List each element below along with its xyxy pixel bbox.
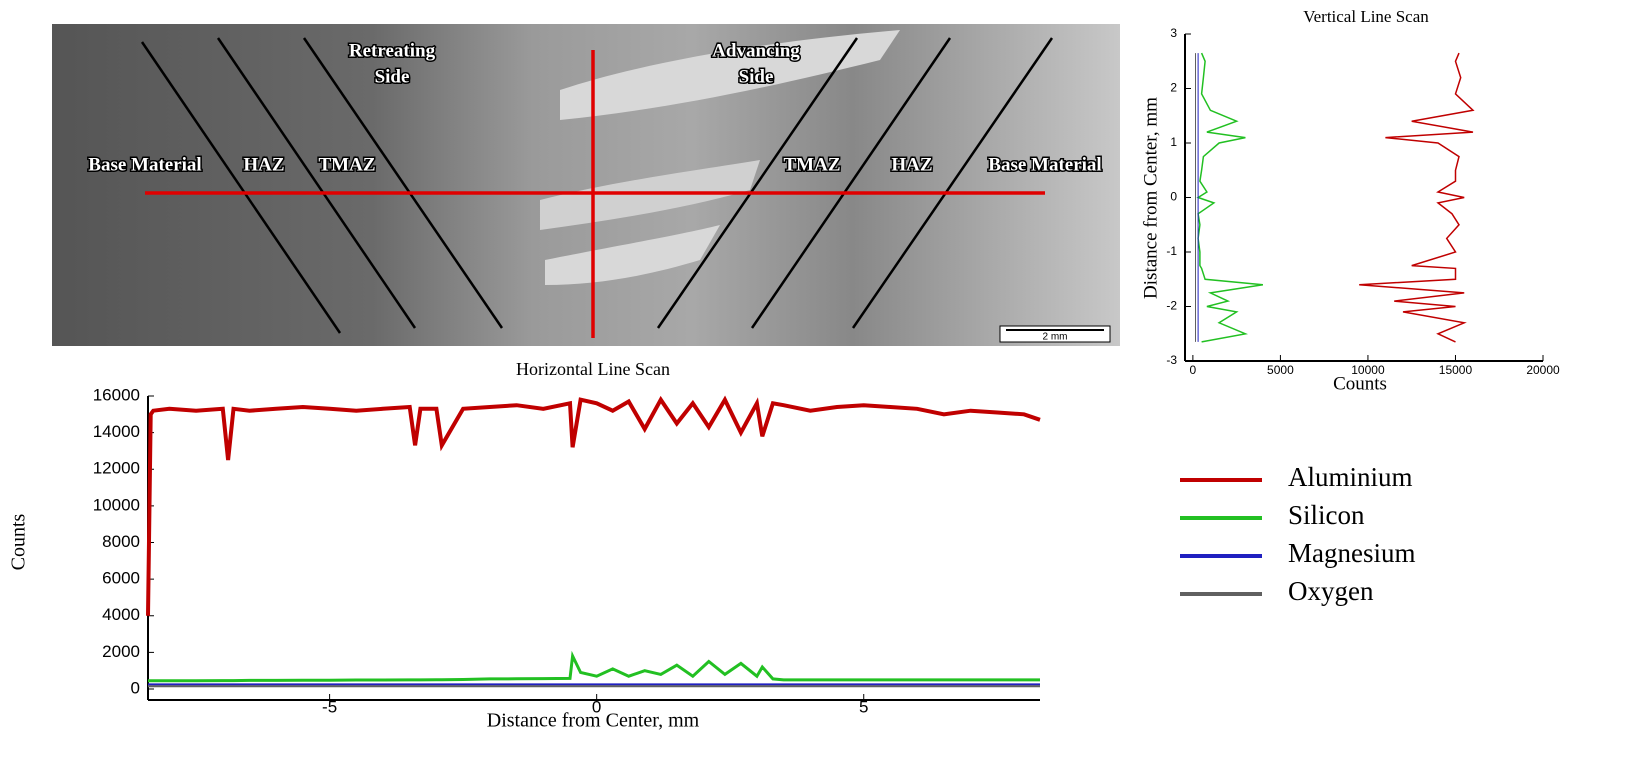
zone-lines: [140, 37, 1054, 334]
y-tick-label: 10000: [93, 495, 140, 514]
stir-band: [540, 160, 760, 230]
zone-label: Retreating: [349, 40, 436, 61]
x-tick-label: 0: [1190, 363, 1197, 377]
y-tick-label: 0: [1170, 190, 1177, 204]
y-tick-label: 1: [1170, 135, 1177, 149]
y-tick-label: 14000: [93, 422, 140, 441]
stir-band: [560, 30, 900, 120]
x-tick-label: 0: [592, 697, 601, 716]
micrograph-image: [52, 24, 1120, 346]
series-line: [148, 650, 1040, 683]
y-tick-label: 3: [1170, 26, 1177, 40]
zone-label: TMAZ: [784, 154, 841, 175]
zone-label: Advancing: [712, 40, 800, 61]
micrograph: 2 mm: [52, 24, 1120, 346]
zone-label: HAZ: [243, 154, 284, 175]
legend-label: Aluminium: [1288, 462, 1413, 492]
zone-label: Base Material: [988, 154, 1101, 175]
zone-label: TMAZ: [319, 154, 376, 175]
series-line: [1196, 52, 1264, 343]
zone-label: Side: [375, 66, 410, 87]
zone-label: HAZ: [891, 154, 932, 175]
y-tick-label: 6000: [102, 569, 140, 588]
x-tick-label: 10000: [1351, 363, 1385, 377]
chart-title: Horizontal Line Scan: [516, 359, 670, 379]
y-axis-label: Counts: [8, 513, 30, 570]
x-tick-label: 5: [859, 697, 868, 716]
x-tick-label: -5: [322, 697, 337, 716]
zone-label: Side: [739, 66, 774, 87]
stir-band: [545, 225, 720, 285]
y-tick-label: 4000: [102, 605, 140, 624]
y-tick-label: 12000: [93, 459, 140, 478]
y-tick-label: 0: [131, 678, 140, 697]
y-tick-label: -1: [1166, 244, 1177, 258]
y-tick-label: 8000: [102, 532, 140, 551]
y-tick-label: -2: [1166, 299, 1177, 313]
x-axis-label: Distance from Center, mm: [487, 710, 700, 732]
zone-label: Base Material: [88, 154, 201, 175]
legend-label: Magnesium: [1288, 538, 1416, 568]
x-tick-label: 15000: [1439, 363, 1473, 377]
y-tick-label: 2000: [102, 642, 140, 661]
y-tick-label: -3: [1166, 353, 1177, 367]
x-axis-label: Counts: [1333, 373, 1387, 394]
series-line: [146, 395, 1041, 616]
scale-bar-label: 2 mm: [1043, 332, 1068, 343]
y-tick-label: 16000: [93, 385, 140, 404]
y-axis-label: Distance from Center, mm: [1140, 97, 1161, 299]
x-tick-label: 20000: [1526, 363, 1560, 377]
legend-label: Silicon: [1288, 500, 1365, 530]
series-line: [1359, 52, 1475, 343]
scan-lines: [145, 50, 1045, 338]
legend-label: Oxygen: [1288, 576, 1374, 606]
y-tick-label: 2: [1170, 81, 1177, 95]
x-tick-label: 5000: [1267, 363, 1294, 377]
chart-title: Vertical Line Scan: [1303, 7, 1429, 26]
